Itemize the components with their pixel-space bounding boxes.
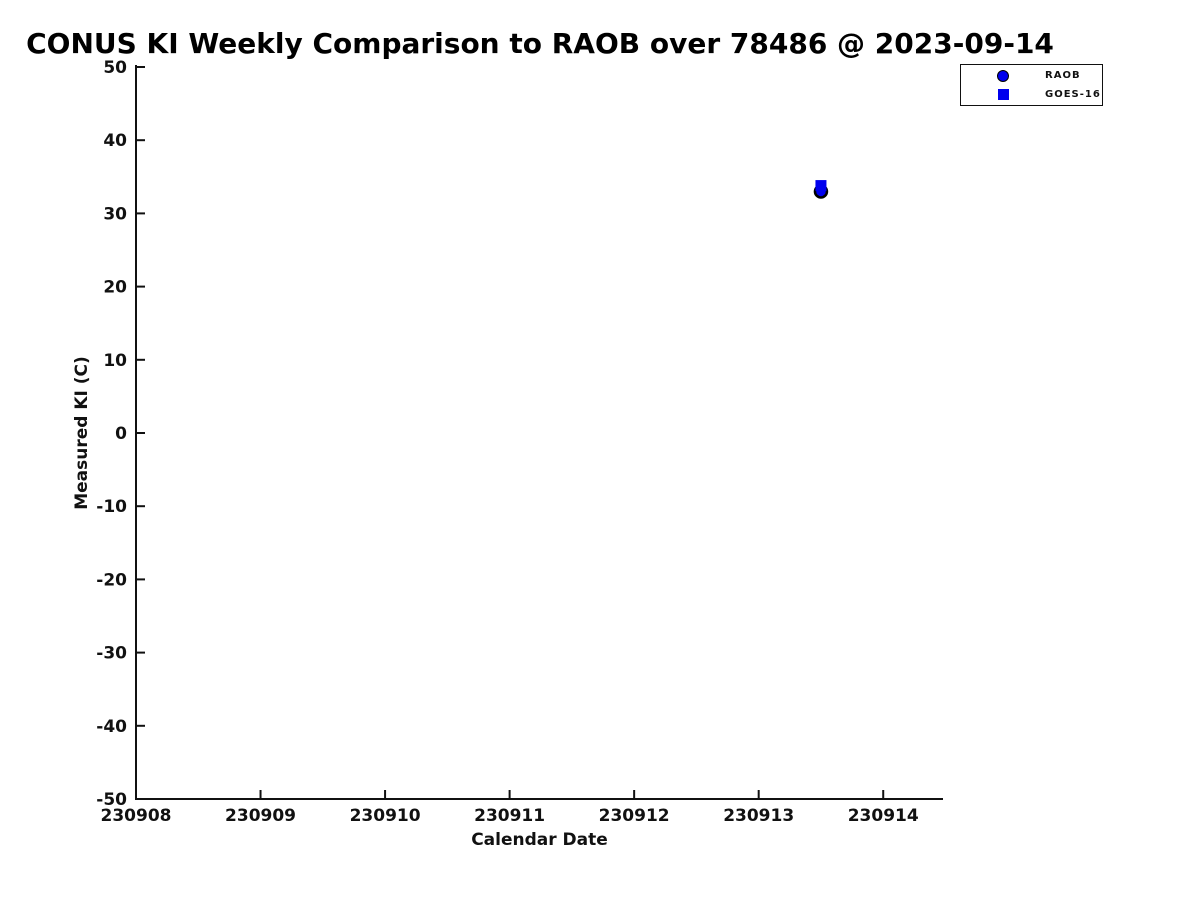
y-axis-label: Measured KI (C) [72,356,92,510]
x-axis-label: Calendar Date [471,830,608,850]
x-tick-label: 230909 [225,806,296,826]
y-tick-label: 10 [103,351,127,371]
legend-marker-cell [961,69,1045,82]
y-tick-label: 20 [103,278,127,298]
x-tick-label: 230910 [350,806,421,826]
chart-title: CONUS KI Weekly Comparison to RAOB over … [26,27,1054,60]
x-tick-label: 230911 [474,806,545,826]
x-tick-label: 230913 [723,806,794,826]
y-tick-label: 40 [103,131,127,151]
raob-circle-marker-icon [997,69,1009,82]
y-tick-label: 30 [103,204,127,224]
legend-row-raob: RAOB [961,68,1102,83]
y-tick-label: -40 [96,717,127,737]
legend-label-raob: RAOB [1045,70,1081,82]
x-tick-label: 230908 [101,806,172,826]
y-tick-label: -50 [96,790,127,810]
y-tick-label: 0 [115,424,127,444]
legend-row-goes16: GOES-16 [961,87,1102,102]
y-tick-label: -10 [96,497,127,517]
legend-box: RAOB GOES-16 [960,64,1103,106]
legend-marker-cell [961,88,1045,100]
y-tick-label: 50 [103,58,127,78]
goes16-square-marker-icon [997,88,1009,100]
legend-label-goes16: GOES-16 [1045,88,1101,100]
data-point-goes-16 [815,180,827,192]
x-tick-label: 230914 [848,806,919,826]
y-tick-label: -30 [96,644,127,664]
x-tick-label: 230912 [599,806,670,826]
y-tick-label: -20 [96,570,127,590]
